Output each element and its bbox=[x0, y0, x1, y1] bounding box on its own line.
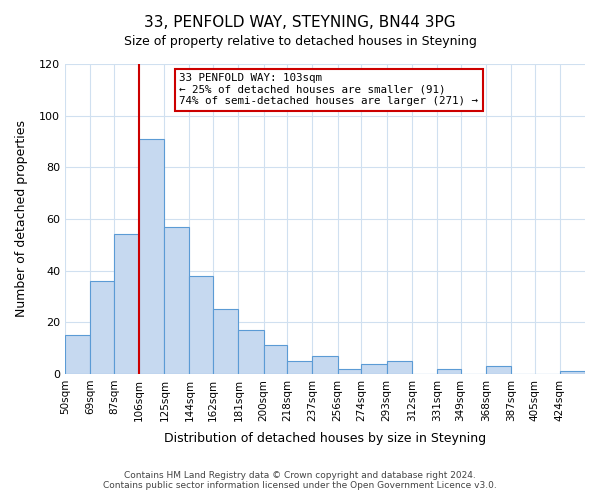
Bar bbox=[361, 364, 386, 374]
Bar bbox=[65, 335, 90, 374]
Text: 33 PENFOLD WAY: 103sqm
← 25% of detached houses are smaller (91)
74% of semi-det: 33 PENFOLD WAY: 103sqm ← 25% of detached… bbox=[179, 74, 478, 106]
Bar bbox=[238, 330, 263, 374]
X-axis label: Distribution of detached houses by size in Steyning: Distribution of detached houses by size … bbox=[164, 432, 486, 445]
Bar bbox=[90, 281, 114, 374]
Text: Contains HM Land Registry data © Crown copyright and database right 2024.
Contai: Contains HM Land Registry data © Crown c… bbox=[103, 470, 497, 490]
Bar bbox=[560, 372, 585, 374]
Bar bbox=[287, 361, 313, 374]
Bar bbox=[263, 346, 287, 374]
Bar bbox=[437, 368, 461, 374]
Bar bbox=[139, 139, 164, 374]
Text: 33, PENFOLD WAY, STEYNING, BN44 3PG: 33, PENFOLD WAY, STEYNING, BN44 3PG bbox=[144, 15, 456, 30]
Bar bbox=[486, 366, 511, 374]
Bar bbox=[190, 276, 213, 374]
Bar bbox=[213, 310, 238, 374]
Y-axis label: Number of detached properties: Number of detached properties bbox=[15, 120, 28, 318]
Bar bbox=[386, 361, 412, 374]
Bar bbox=[164, 226, 190, 374]
Bar bbox=[114, 234, 139, 374]
Bar bbox=[338, 368, 361, 374]
Bar bbox=[313, 356, 338, 374]
Text: Size of property relative to detached houses in Steyning: Size of property relative to detached ho… bbox=[124, 35, 476, 48]
